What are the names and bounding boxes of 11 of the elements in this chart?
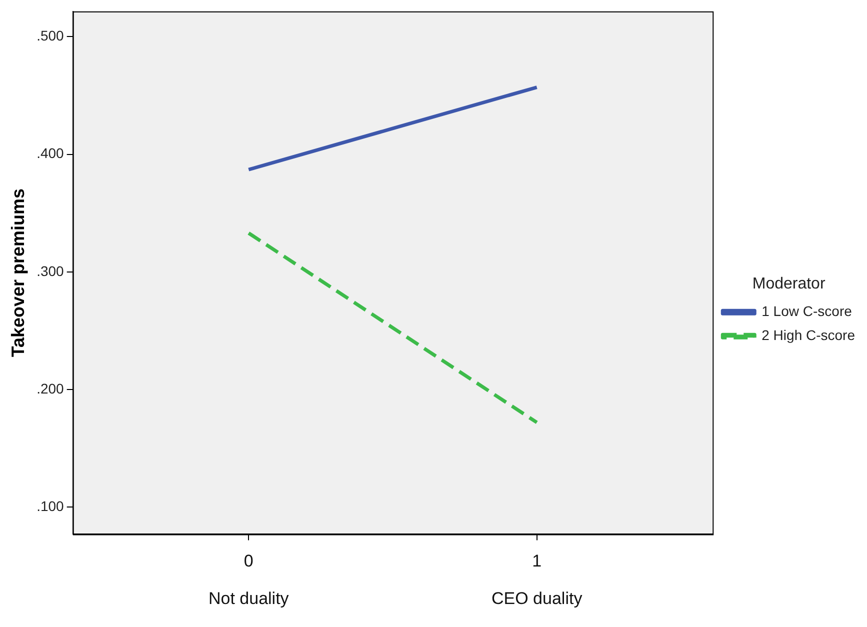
- y-tick-label: .200: [36, 380, 64, 396]
- x-tick-label: 0 Not duality: [208, 552, 290, 608]
- y-tick-label: .300: [36, 262, 64, 279]
- y-tick-label: .400: [36, 145, 64, 162]
- y-tick-label: .500: [36, 28, 64, 44]
- y-axis-title: Takeover premiums: [8, 188, 28, 358]
- legend-label: 2 High C-score: [762, 326, 856, 343]
- x-tick-label: 1 CEO duality: [491, 552, 583, 608]
- legend-title: Moderator: [752, 275, 826, 292]
- y-tick-label: .100: [36, 498, 64, 514]
- legend-label: 1 Low C-score: [762, 302, 852, 319]
